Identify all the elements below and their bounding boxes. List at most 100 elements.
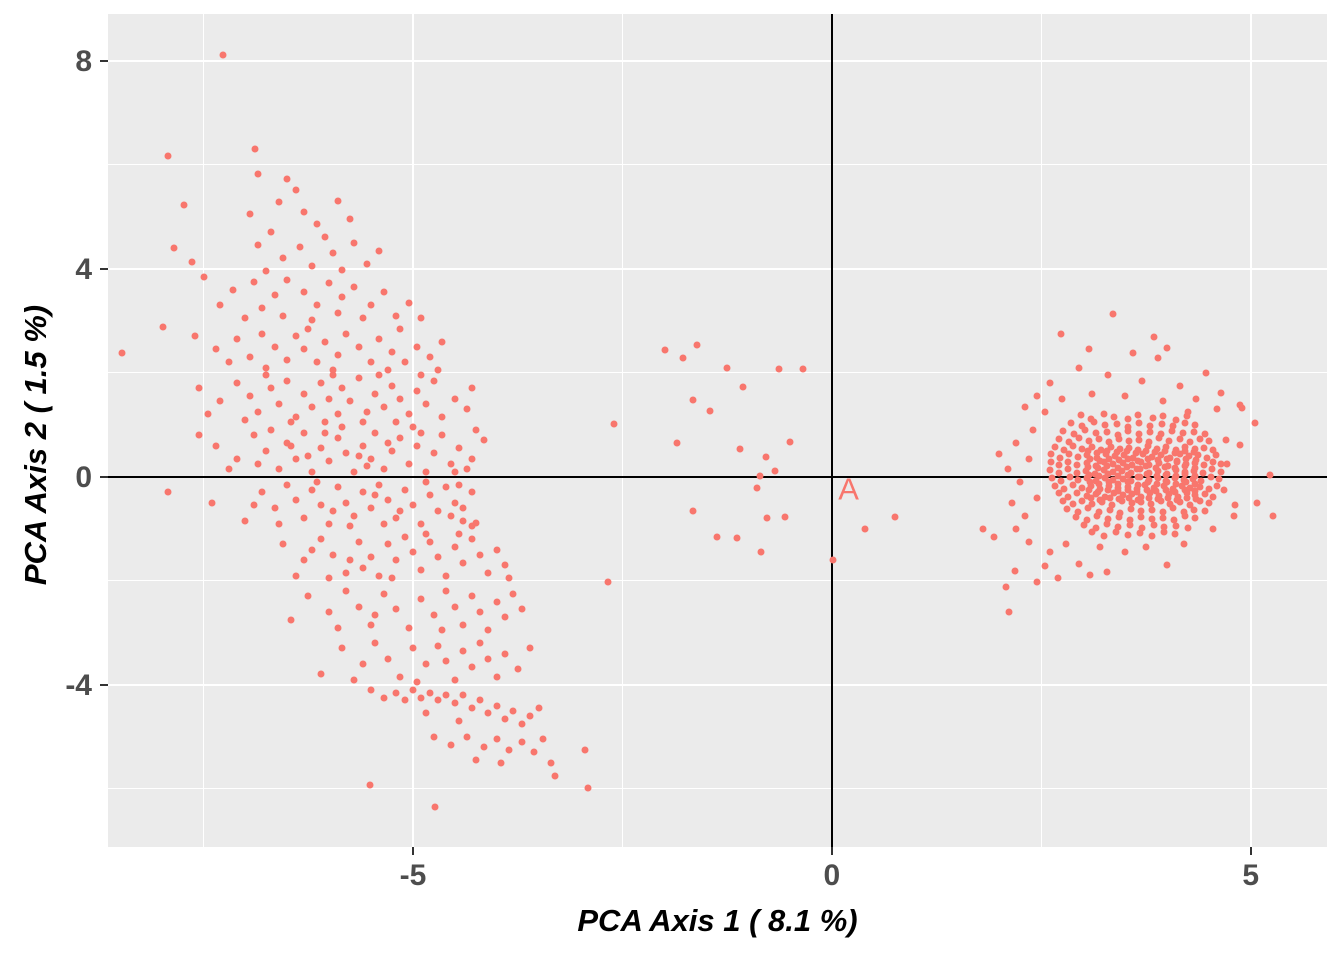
data-point [246, 392, 254, 400]
data-point [1002, 583, 1010, 591]
data-point [1145, 494, 1153, 502]
data-point [547, 759, 555, 767]
data-point [426, 689, 434, 697]
data-point [317, 444, 325, 452]
data-point [451, 395, 459, 403]
data-point [287, 616, 295, 624]
x-tick-mark [830, 847, 833, 855]
data-point [455, 717, 463, 725]
data-point [1119, 459, 1127, 467]
data-point [1124, 415, 1132, 423]
data-point [1209, 446, 1217, 454]
data-point [287, 442, 295, 450]
x-minor-gridline [621, 14, 623, 847]
data-point [1134, 411, 1142, 419]
y-minor-gridline [108, 372, 1327, 374]
data-point [990, 533, 998, 541]
data-point [392, 514, 400, 522]
data-point [409, 548, 417, 556]
data-point [1113, 420, 1121, 428]
data-point [367, 553, 375, 561]
data-point [338, 266, 346, 274]
data-point [442, 572, 450, 580]
data-point [283, 356, 291, 364]
data-point [455, 444, 463, 452]
data-point [1146, 489, 1154, 497]
data-point [359, 418, 367, 426]
data-point [518, 605, 526, 613]
data-point [401, 696, 409, 704]
data-point [1046, 548, 1054, 556]
data-point [493, 598, 501, 606]
data-point [164, 152, 172, 160]
data-point [1047, 450, 1055, 458]
data-point [396, 395, 404, 403]
data-point [1088, 390, 1096, 398]
data-point [1142, 447, 1150, 455]
data-point [484, 655, 492, 663]
data-point [762, 453, 770, 461]
data-point [1192, 456, 1200, 464]
data-point [388, 348, 396, 356]
data-point [1184, 408, 1192, 416]
data-point [1078, 497, 1086, 505]
data-point [723, 364, 731, 372]
data-point [1194, 451, 1202, 459]
data-point [1134, 457, 1142, 465]
data-point [1191, 491, 1199, 499]
data-point [1046, 466, 1054, 474]
data-point [1078, 445, 1086, 453]
data-point [401, 358, 409, 366]
data-point [422, 530, 430, 538]
data-point [346, 556, 354, 564]
data-point [604, 578, 612, 586]
data-point [1159, 514, 1167, 522]
data-point [388, 447, 396, 455]
data-point [1181, 447, 1189, 455]
data-point [1191, 480, 1199, 488]
data-point [334, 410, 342, 418]
data-point [1101, 493, 1109, 501]
data-point [164, 488, 172, 496]
data-point [756, 472, 764, 480]
data-point [1205, 485, 1213, 493]
y-tick-label: 0 [75, 460, 92, 494]
data-point [300, 208, 308, 216]
data-point [1125, 444, 1133, 452]
data-point [1088, 500, 1096, 508]
data-point [1111, 452, 1119, 460]
data-point [1201, 490, 1209, 498]
data-point [468, 384, 476, 392]
data-point [468, 535, 476, 543]
data-point [392, 689, 400, 697]
x-tick-mark [1249, 847, 1252, 855]
data-point [484, 569, 492, 577]
data-point [1183, 494, 1191, 502]
data-point [417, 595, 425, 603]
data-point [1171, 449, 1179, 457]
data-point [1110, 413, 1118, 421]
data-point [283, 377, 291, 385]
data-point [367, 504, 375, 512]
data-point [1080, 521, 1088, 529]
data-point [375, 247, 383, 255]
data-point [673, 439, 681, 447]
data-point [250, 278, 258, 286]
y-tick-label: 8 [75, 44, 92, 78]
data-point [739, 383, 747, 391]
data-point [1115, 435, 1123, 443]
y-tick-mark [100, 475, 108, 478]
data-point [505, 746, 513, 754]
data-point [1100, 410, 1108, 418]
data-point [371, 390, 379, 398]
data-point [246, 353, 254, 361]
data-point [1196, 435, 1204, 443]
data-point [1145, 438, 1153, 446]
data-point [1103, 428, 1111, 436]
data-point [1191, 514, 1199, 522]
data-point [1124, 455, 1132, 463]
data-point [342, 499, 350, 507]
data-point [1125, 494, 1133, 502]
data-point [1127, 505, 1135, 513]
data-point [1058, 395, 1066, 403]
